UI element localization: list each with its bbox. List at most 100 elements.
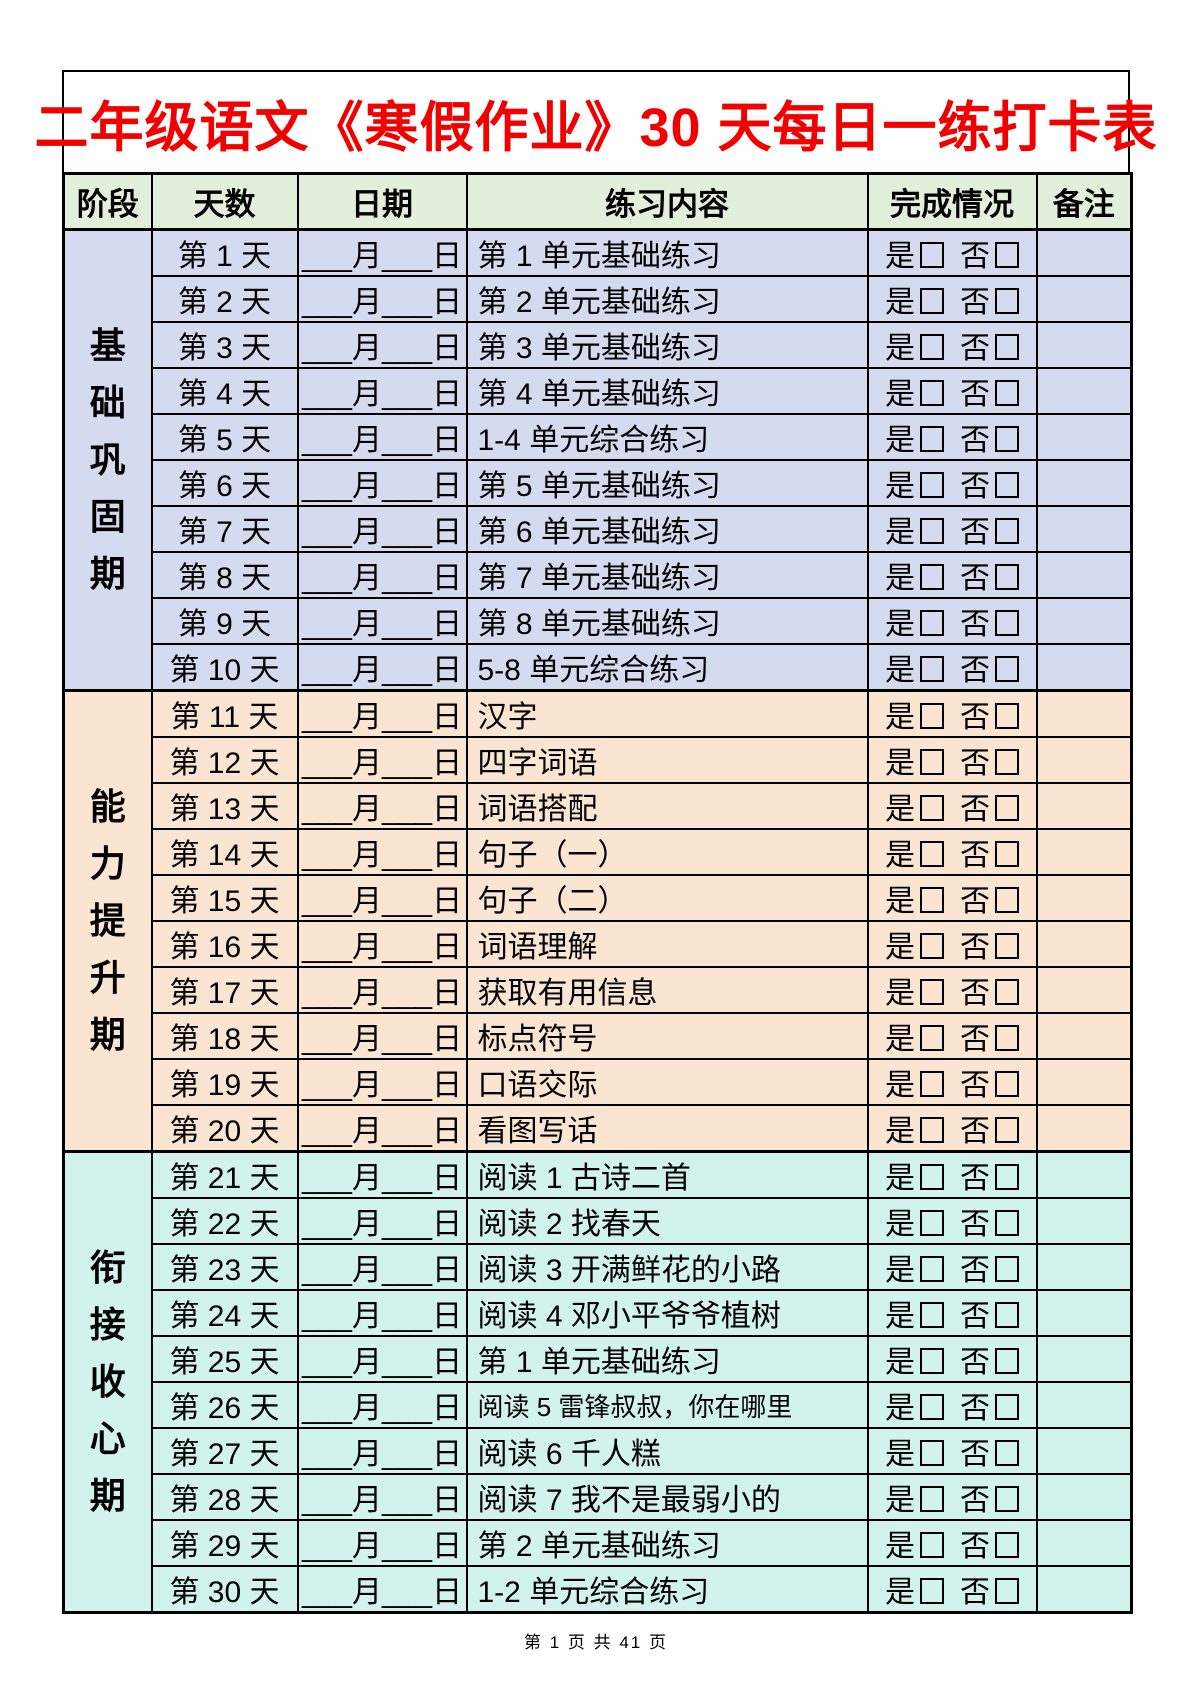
stage-label-char: 期: [89, 553, 126, 594]
date-cell: ___月___日: [296, 689, 468, 738]
checkbox-yes: [920, 1394, 944, 1420]
completion-yes-label: 是: [885, 516, 915, 549]
completion-cell: 是否: [866, 828, 1038, 876]
checkbox-no: [995, 1578, 1019, 1604]
completion-cell: 是否: [866, 689, 1038, 738]
completion-no-label: 否: [960, 562, 990, 595]
content-cell: 第 3 单元基础练习: [465, 321, 869, 369]
date-cell: ___月___日: [296, 828, 468, 876]
checkbox-no: [995, 1440, 1019, 1466]
completion-yes-label: 是: [885, 1254, 915, 1287]
table-row: 第 2 天 ___月___日 第 2 单元基础练习 是否: [64, 275, 1133, 323]
completion-yes-label: 是: [885, 1115, 915, 1148]
checkbox-yes: [920, 656, 944, 682]
table-row: 第 7 天 ___月___日 第 6 单元基础练习 是否: [64, 505, 1133, 553]
header-date: 日期: [296, 172, 468, 231]
table-row: 第 10 天 ___月___日 5-8 单元综合练习 是否: [64, 643, 1133, 692]
note-cell: [1035, 275, 1133, 323]
checkbox-no: [995, 242, 1019, 268]
completion-yes-label: 是: [885, 1392, 915, 1425]
date-cell: ___月___日: [296, 736, 468, 784]
day-cell: 第 8 天: [150, 551, 299, 599]
day-cell: 第 15 天: [150, 874, 299, 922]
content-cell: 看图写话: [465, 1104, 869, 1153]
page-footer: 第 1 页 共 41 页: [524, 1633, 668, 1652]
checkbox-no: [995, 472, 1019, 498]
checkbox-no: [995, 795, 1019, 821]
completion-yes-label: 是: [885, 424, 915, 457]
note-cell: [1035, 782, 1133, 830]
checkbox-yes: [920, 1532, 944, 1558]
date-cell: ___月___日: [296, 1565, 468, 1614]
day-cell: 第 26 天: [150, 1381, 299, 1429]
completion-no-label: 否: [960, 1438, 990, 1471]
content-cell: 第 1 单元基础练习: [465, 228, 869, 277]
day-cell: 第 20 天: [150, 1104, 299, 1153]
note-cell: [1035, 1243, 1133, 1291]
checkbox-no: [995, 656, 1019, 682]
table-row: 第 15 天 ___月___日 句子（二） 是否: [64, 874, 1133, 922]
table-row: 第 23 天 ___月___日 阅读 3 开满鲜花的小路 是否: [64, 1243, 1133, 1291]
completion-cell: 是否: [866, 1012, 1038, 1060]
header-note: 备注: [1035, 172, 1133, 231]
completion-yes-label: 是: [885, 931, 915, 964]
checkbox-no: [995, 426, 1019, 452]
content-cell: 第 6 单元基础练习: [465, 505, 869, 553]
checkbox-yes: [920, 1486, 944, 1512]
completion-yes-label: 是: [885, 378, 915, 411]
checkbox-yes: [920, 1440, 944, 1466]
table-row: 第 13 天 ___月___日 词语搭配 是否: [64, 782, 1133, 830]
note-cell: [1035, 1473, 1133, 1521]
note-cell: [1035, 1335, 1133, 1383]
table-row: 第 12 天 ___月___日 四字词语 是否: [64, 736, 1133, 784]
checkbox-yes: [920, 1164, 944, 1190]
day-cell: 第 1 天: [150, 228, 299, 277]
table-row: 第 16 天 ___月___日 词语理解 是否: [64, 920, 1133, 968]
date-cell: ___月___日: [296, 1243, 468, 1291]
table-row: 第 22 天 ___月___日 阅读 2 找春天 是否: [64, 1197, 1133, 1245]
checkbox-no: [995, 703, 1019, 729]
stage-label-char: 能: [89, 786, 126, 827]
table-row: 第 9 天 ___月___日 第 8 单元基础练习 是否: [64, 597, 1133, 645]
completion-yes-label: 是: [885, 332, 915, 365]
content-cell: 四字词语: [465, 736, 869, 784]
stage-label-char: 接: [89, 1304, 126, 1345]
completion-yes-label: 是: [885, 747, 915, 780]
table-row: 第 19 天 ___月___日 口语交际 是否: [64, 1058, 1133, 1106]
checkin-table-body: 基础巩固期第 1 天 ___月___日 第 1 单元基础练习 是否 第 2 天 …: [62, 228, 1133, 1614]
checkbox-no: [995, 1348, 1019, 1374]
table-row: 第 14 天 ___月___日 句子（一） 是否: [64, 828, 1133, 876]
completion-cell: 是否: [866, 1565, 1038, 1614]
completion-yes-label: 是: [885, 1346, 915, 1379]
content-cell: 句子（一）: [465, 828, 869, 876]
content-cell: 汉字: [465, 689, 869, 738]
completion-yes-label: 是: [885, 1208, 915, 1241]
table-row: 第 26 天 ___月___日 阅读 5 雷锋叔叔，你在哪里 是否: [64, 1381, 1133, 1429]
checkbox-no: [995, 1071, 1019, 1097]
date-cell: ___月___日: [296, 413, 468, 461]
table-row: 第 28 天 ___月___日 阅读 7 我不是最弱小的 是否: [64, 1473, 1133, 1521]
completion-no-label: 否: [960, 1254, 990, 1287]
date-cell: ___月___日: [296, 597, 468, 645]
stage-label: 衔接收心期: [66, 1250, 150, 1514]
note-cell: [1035, 1289, 1133, 1337]
table-row: 第 6 天 ___月___日 第 5 单元基础练习 是否: [64, 459, 1133, 507]
checkbox-no: [995, 1256, 1019, 1282]
date-cell: ___月___日: [296, 1104, 468, 1153]
checkbox-yes: [920, 795, 944, 821]
date-cell: ___月___日: [296, 551, 468, 599]
note-cell: [1035, 413, 1133, 461]
checkbox-no: [995, 1532, 1019, 1558]
table-row: 第 29 天 ___月___日 第 2 单元基础练习 是否: [64, 1519, 1133, 1567]
checkbox-no: [995, 1164, 1019, 1190]
checkbox-yes: [920, 933, 944, 959]
completion-yes-label: 是: [885, 1438, 915, 1471]
stage-label-char: 力: [89, 843, 126, 884]
checkbox-yes: [920, 1302, 944, 1328]
completion-cell: 是否: [866, 413, 1038, 461]
header-row: 阶段 天数 日期 练习内容 完成情况 备注: [62, 172, 1133, 231]
note-cell: [1035, 459, 1133, 507]
completion-no-label: 否: [960, 931, 990, 964]
day-cell: 第 9 天: [150, 597, 299, 645]
